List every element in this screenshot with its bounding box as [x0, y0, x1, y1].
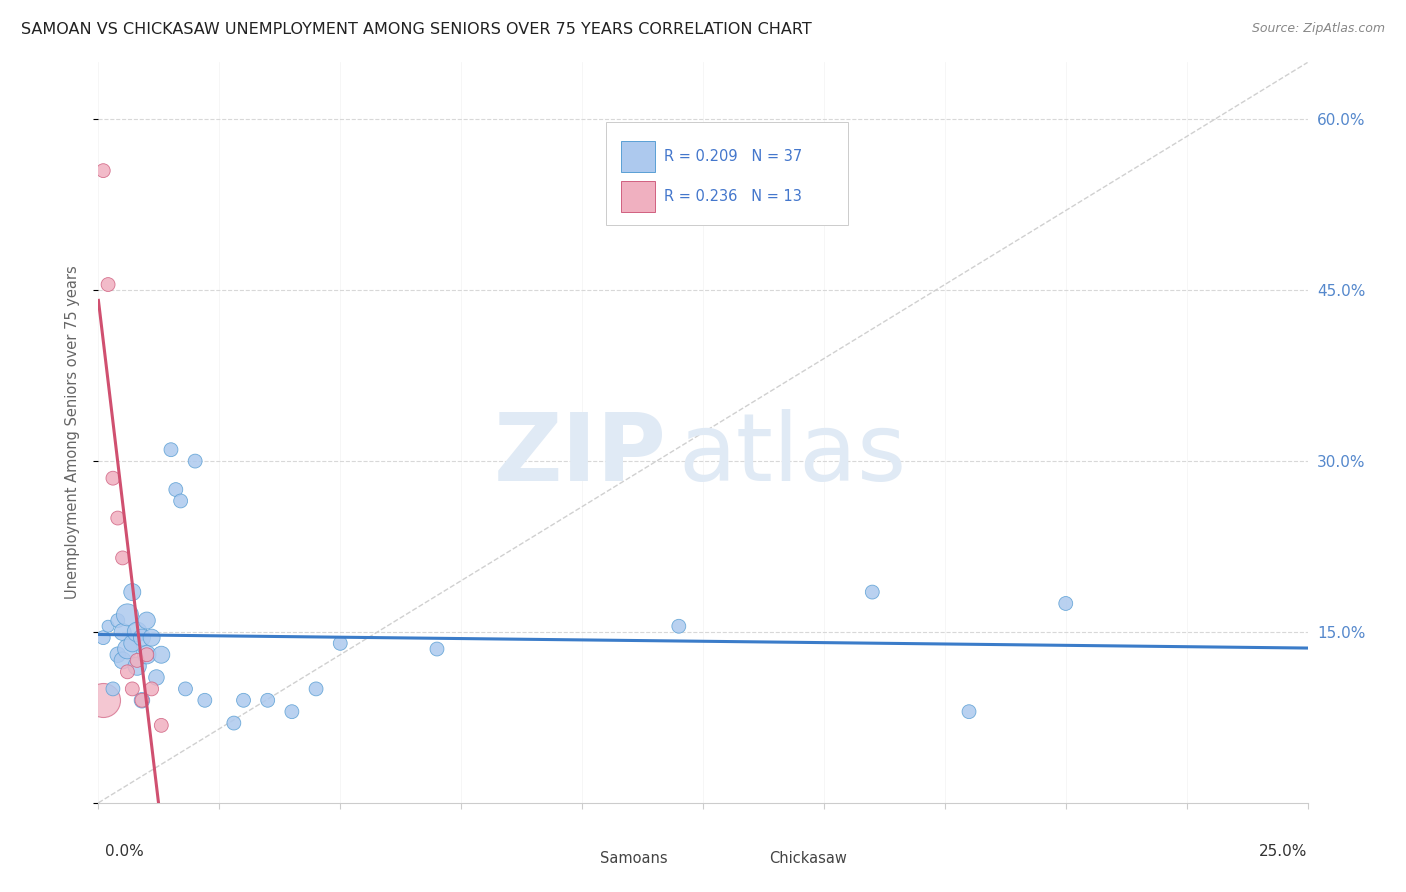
Point: [860, 585, 883, 599]
Point: [150, 718, 173, 732]
Text: Chickasaw: Chickasaw: [769, 851, 848, 866]
Point: [174, 681, 197, 696]
Point: [111, 624, 134, 639]
Point: [97, 619, 120, 633]
Point: [107, 648, 129, 662]
Point: [160, 442, 183, 457]
Point: [127, 624, 149, 639]
Text: SAMOAN VS CHICKASAW UNEMPLOYMENT AMONG SENIORS OVER 75 YEARS CORRELATION CHART: SAMOAN VS CHICKASAW UNEMPLOYMENT AMONG S…: [21, 22, 811, 37]
Point: [107, 614, 129, 628]
Text: 0.0%: 0.0%: [105, 845, 145, 859]
Point: [111, 550, 134, 565]
Point: [256, 693, 278, 707]
Point: [141, 681, 163, 696]
Text: ZIP: ZIP: [494, 409, 666, 500]
Text: atlas: atlas: [679, 409, 907, 500]
Point: [111, 653, 134, 667]
Point: [957, 705, 980, 719]
FancyBboxPatch shape: [621, 141, 655, 172]
Point: [121, 636, 143, 650]
Point: [127, 653, 149, 667]
Point: [91, 693, 114, 707]
Point: [101, 681, 124, 696]
Point: [91, 163, 114, 178]
FancyBboxPatch shape: [727, 844, 763, 873]
Point: [101, 471, 124, 485]
Point: [127, 659, 149, 673]
Point: [281, 705, 304, 719]
FancyBboxPatch shape: [606, 121, 848, 226]
Point: [97, 277, 120, 292]
Point: [232, 693, 254, 707]
Point: [131, 631, 153, 645]
Point: [107, 511, 129, 525]
Point: [165, 483, 187, 497]
Point: [150, 648, 173, 662]
Point: [135, 648, 157, 662]
Point: [426, 642, 449, 657]
Point: [1054, 597, 1077, 611]
Point: [145, 671, 167, 685]
Point: [121, 585, 143, 599]
Point: [121, 681, 143, 696]
Point: [305, 681, 328, 696]
Text: 25.0%: 25.0%: [1260, 845, 1308, 859]
Point: [117, 642, 139, 657]
Point: [131, 693, 153, 707]
Point: [184, 454, 207, 468]
Point: [169, 494, 191, 508]
Point: [91, 631, 114, 645]
FancyBboxPatch shape: [621, 181, 655, 212]
Point: [131, 693, 153, 707]
Point: [668, 619, 690, 633]
Text: Source: ZipAtlas.com: Source: ZipAtlas.com: [1251, 22, 1385, 36]
Point: [194, 693, 217, 707]
Point: [141, 631, 163, 645]
Point: [135, 614, 157, 628]
Y-axis label: Unemployment Among Seniors over 75 years: Unemployment Among Seniors over 75 years: [65, 266, 80, 599]
Text: R = 0.209   N = 37: R = 0.209 N = 37: [664, 149, 803, 164]
Text: R = 0.236   N = 13: R = 0.236 N = 13: [664, 189, 803, 204]
FancyBboxPatch shape: [558, 844, 595, 873]
Point: [135, 648, 157, 662]
Point: [329, 636, 352, 650]
Point: [222, 716, 245, 731]
Text: Samoans: Samoans: [600, 851, 668, 866]
Point: [117, 665, 139, 679]
Point: [117, 607, 139, 622]
